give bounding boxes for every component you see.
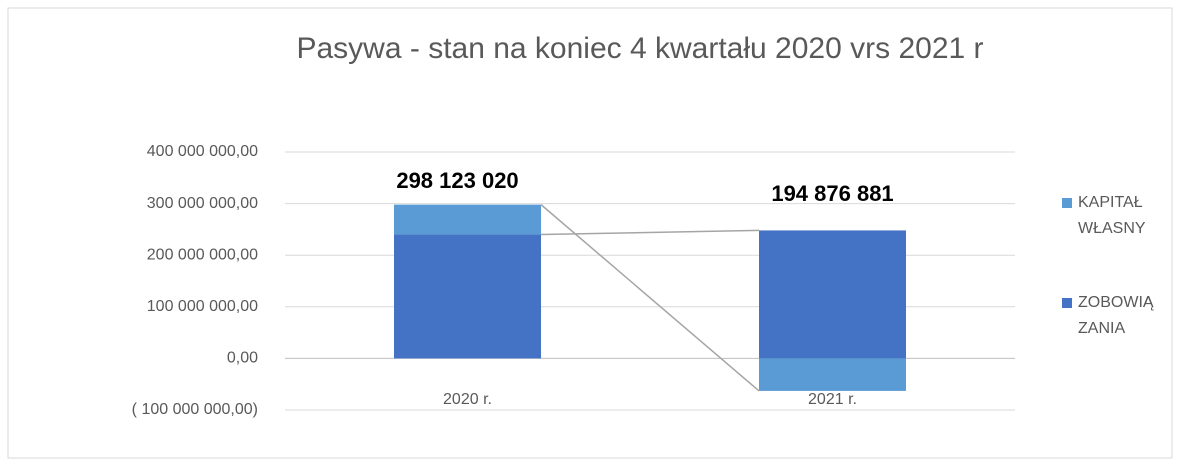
x-tick-label: 2021 r. [808,391,857,408]
y-tick-label: 400 000 000,00 [147,143,258,160]
bar-segment [394,234,541,359]
series-line [540,204,760,392]
y-tick-label: 200 000 000,00 [147,246,258,263]
y-tick-label: 100 000 000,00 [147,298,258,315]
total-label: 194 876 881 [771,181,893,206]
y-tick-label: 0,00 [227,350,258,367]
bar-segment [759,230,906,359]
legend-swatch [1062,198,1072,208]
legend-label: KAPITAŁ WŁASNY [1078,194,1146,237]
total-label: 298 123 020 [396,168,518,193]
x-tick-label: 2020 r. [443,391,492,408]
chart-title: Pasywa - stan na koniec 4 kwartału 2020 … [296,32,983,65]
y-tick-label: 300 000 000,00 [147,195,258,212]
series-line [540,229,760,236]
legend-label: ZOBOWIĄZANIA [1078,294,1154,337]
bar-segment [394,204,541,235]
y-tick-label: ( 100 000 000,00) [132,401,258,418]
bar-segment [759,358,906,391]
legend-swatch [1062,298,1072,308]
